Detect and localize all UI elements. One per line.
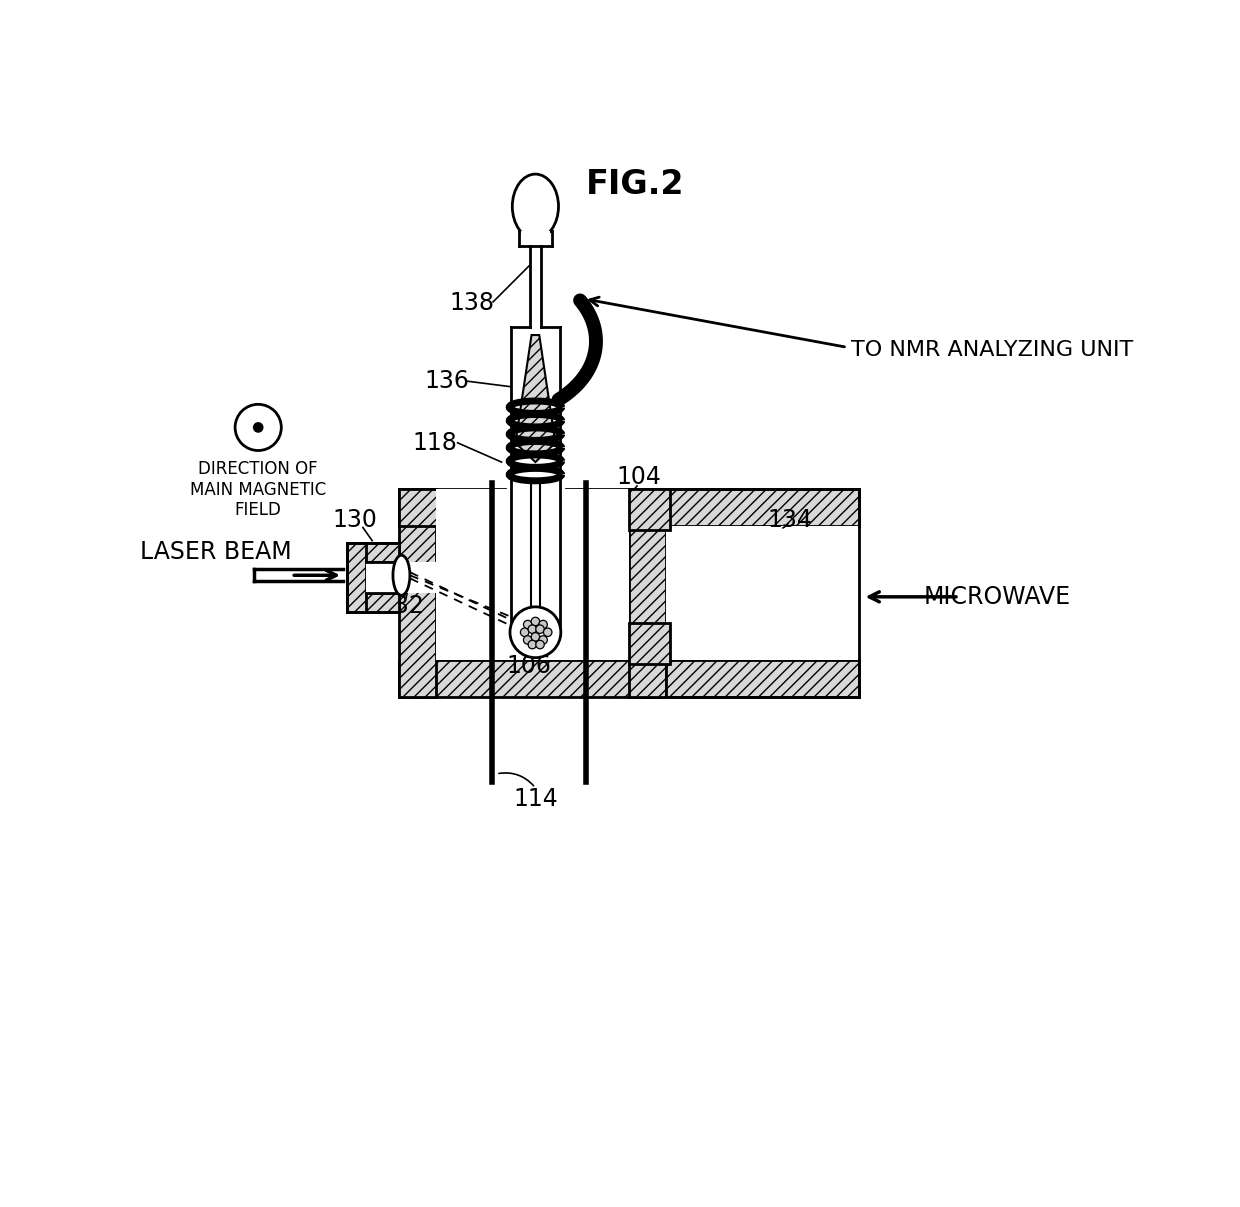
Bar [436,489,630,660]
Circle shape [253,422,263,432]
Bar [347,593,399,612]
Text: 130: 130 [332,508,377,532]
Text: MICROWAVE: MICROWAVE [924,585,1071,608]
Bar [666,489,859,526]
Text: 138: 138 [450,291,495,315]
Text: 118: 118 [413,431,458,455]
Text: TO NMR ANALYZING UNIT: TO NMR ANALYZING UNIT [851,340,1133,361]
Text: LASER BEAM: LASER BEAM [140,541,291,564]
Text: 106: 106 [507,654,552,678]
Bar [347,543,366,612]
Text: FIG.2: FIG.2 [587,169,684,202]
Bar [399,489,505,526]
Bar [399,489,436,696]
Bar [399,562,436,593]
FancyArrowPatch shape [498,772,533,786]
Circle shape [539,636,547,645]
Circle shape [523,620,532,629]
Text: 136: 136 [424,369,469,393]
Circle shape [510,607,560,658]
Circle shape [531,617,539,625]
Bar [399,660,666,696]
Bar [630,489,666,696]
Text: 104: 104 [618,466,662,490]
Circle shape [531,632,539,641]
Polygon shape [516,336,556,462]
Bar [630,489,670,530]
Bar [366,562,399,593]
Circle shape [521,628,528,636]
Bar [666,526,859,660]
Circle shape [236,404,281,450]
Bar [567,489,666,526]
Circle shape [543,628,552,636]
Bar [521,231,551,245]
Circle shape [528,625,537,634]
Circle shape [536,641,544,649]
Text: 114: 114 [513,787,558,811]
Circle shape [536,625,544,634]
Ellipse shape [512,174,558,239]
Bar [630,623,670,664]
Circle shape [539,620,547,629]
Bar [347,543,399,562]
Ellipse shape [393,555,410,595]
Text: 132: 132 [379,594,424,618]
Bar [666,660,859,696]
Text: 134: 134 [768,508,812,532]
Circle shape [523,636,532,645]
Bar [511,327,560,635]
Bar [529,246,541,327]
Text: DIRECTION OF
MAIN MAGNETIC
FIELD: DIRECTION OF MAIN MAGNETIC FIELD [190,460,326,519]
Circle shape [528,641,537,649]
